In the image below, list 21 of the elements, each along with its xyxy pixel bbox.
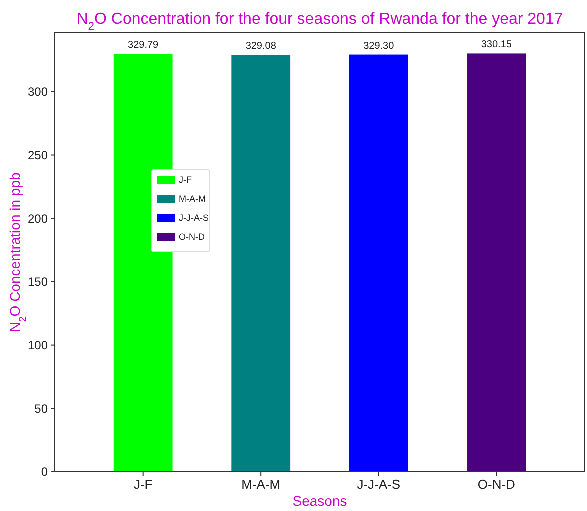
y-tick-label: 200 [28,212,48,226]
x-tick-label: J-F [134,477,153,492]
y-tick-label: 150 [28,275,48,290]
legend-label: M-A-M [179,194,206,204]
x-tick-label: J-J-A-S [357,477,401,492]
y-tick-label: 250 [28,148,48,162]
y-tick-label: 100 [28,338,48,353]
x-axis-title: Seasons [292,493,348,509]
y-tick-label: 300 [28,85,48,100]
data-label: 330.15 [481,40,512,51]
y-tick-label: 0 [41,465,48,480]
data-label: 329.08 [246,41,277,52]
x-tick-label: O-N-D [478,477,516,492]
legend-label: O-N-D [179,232,206,242]
chart-title: N$_{2}$O Concentration for the four seasons of Rwanda for the year 2017 [76,11,564,33]
legend-label: J-F [179,175,192,186]
data-label: 329.30 [364,40,395,52]
x-tick-label: M-A-M [242,477,281,492]
data-label: 329.79 [128,40,160,52]
legend-label: J-J-A-S [179,213,209,224]
y-tick-label: 50 [34,402,48,416]
